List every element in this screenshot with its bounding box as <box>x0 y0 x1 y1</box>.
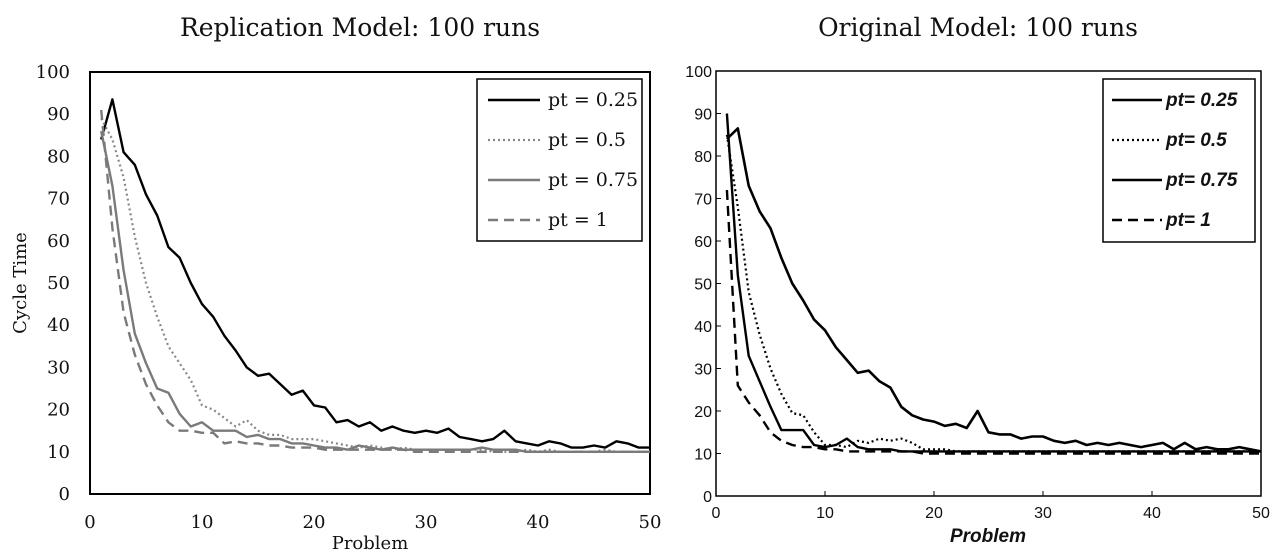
right-x-tick-label: 40 <box>1143 505 1161 522</box>
left-series-line-2 <box>100 117 650 453</box>
left-x-axis-label: Problem <box>332 533 409 554</box>
right-y-tick-label: 0 <box>703 489 712 506</box>
left-y-tick-label: 80 <box>47 146 70 167</box>
right-series-line-4 <box>725 189 1261 455</box>
left-x-tick-label: 40 <box>527 512 550 533</box>
right-x-tick-label: 10 <box>816 505 834 522</box>
right-legend-label-3: pt= 0.75 <box>1165 170 1238 191</box>
right-y-tick-label: 60 <box>694 234 712 251</box>
left-legend: pt = 0.25 pt = 0.5 pt = 0.75 pt = 1 <box>476 78 643 242</box>
left-x-tick-label: 10 <box>191 512 214 533</box>
right-x-tick-label: 50 <box>1252 505 1270 522</box>
right-x-tick-label: 0 <box>712 505 721 522</box>
right-legend-box <box>1102 78 1256 243</box>
left-legend-label-3: pt = 0.75 <box>548 169 638 191</box>
right-legend-label-1: pt= 0.25 <box>1165 90 1238 111</box>
left-y-tick-label: 20 <box>47 400 70 421</box>
right-y-tick-label: 50 <box>694 277 712 294</box>
left-y-tick-label: 70 <box>47 189 70 210</box>
right-legend-label-2: pt= 0.5 <box>1165 130 1227 151</box>
left-y-tick-label: 100 <box>36 62 70 83</box>
right-y-tick-label: 20 <box>694 404 712 421</box>
left-y-tick-label: 0 <box>59 484 70 505</box>
right-y-tick-label: 10 <box>694 447 712 464</box>
left-y-axis-label: Cycle Time <box>10 232 31 334</box>
left-x-tick-label: 30 <box>415 512 438 533</box>
left-x-tick-label: 0 <box>84 512 95 533</box>
right-chart: Original Model: 100 runs 0 10 20 30 40 50 60 70… <box>685 13 1270 547</box>
left-chart: Replication Model: 100 runs 0 10 20 30 40 50 6… <box>10 13 661 554</box>
right-y-tick-label: 80 <box>694 149 712 166</box>
right-chart-title: Original Model: 100 runs <box>818 13 1138 42</box>
right-x-axis-label: Problem <box>950 526 1026 547</box>
right-legend: pt= 0.25 pt= 0.5 pt= 0.75 pt= 1 <box>1102 78 1256 243</box>
left-series-line-1 <box>100 98 650 449</box>
right-y-tick-label: 90 <box>694 107 712 124</box>
left-x-tick-label: 50 <box>639 512 662 533</box>
left-x-tick-label: 20 <box>303 512 326 533</box>
left-legend-label-2: pt = 0.5 <box>548 129 626 151</box>
left-y-tick-label: 60 <box>47 231 70 252</box>
right-x-tick-label: 30 <box>1034 505 1052 522</box>
left-series-line-4 <box>100 109 650 453</box>
left-y-tick-label: 40 <box>47 315 70 336</box>
right-y-tick-label: 100 <box>685 64 712 81</box>
left-y-tick-label: 10 <box>47 442 70 463</box>
right-y-tick-label: 40 <box>694 319 712 336</box>
left-legend-box <box>476 78 643 242</box>
right-y-tick-label: 30 <box>694 362 712 379</box>
left-chart-title: Replication Model: 100 runs <box>180 13 540 42</box>
right-series-line-1 <box>725 127 1262 453</box>
left-legend-label-1: pt = 0.25 <box>548 89 638 111</box>
right-legend-label-4: pt= 1 <box>1165 210 1211 231</box>
left-plot-frame <box>89 71 651 495</box>
left-y-tick-label: 30 <box>47 357 70 378</box>
right-y-tick-label: 70 <box>694 192 712 209</box>
left-y-tick-label: 50 <box>47 273 70 294</box>
left-legend-label-4: pt = 1 <box>548 209 608 231</box>
right-x-tick-label: 20 <box>925 505 943 522</box>
left-y-tick-label: 90 <box>47 104 70 125</box>
right-series-line-3 <box>725 113 1261 453</box>
